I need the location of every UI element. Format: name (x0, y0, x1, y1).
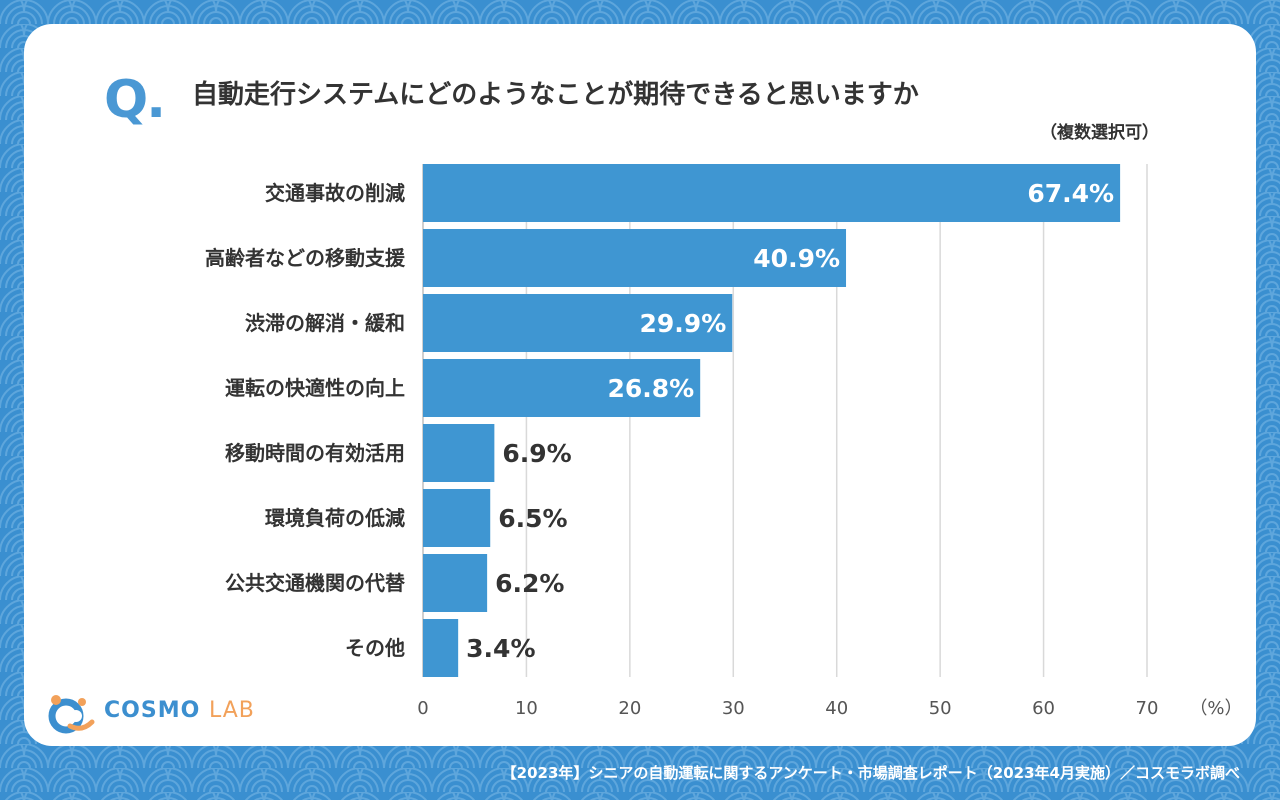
data-label: 40.9% (753, 244, 840, 273)
x-tick-label: 60 (1032, 698, 1055, 719)
bar (423, 164, 1121, 222)
data-label: 6.5% (498, 504, 567, 533)
logo-text-main: COSMO (104, 698, 201, 723)
x-tick-label: 70 (1136, 698, 1159, 719)
bar (423, 619, 459, 677)
bar (423, 229, 847, 287)
category-label: 移動時間の有効活用 (225, 441, 405, 465)
logo-wordmark: COSMO LAB (104, 698, 255, 723)
x-axis-unit-label: （%） (1189, 698, 1242, 719)
bar (423, 424, 495, 482)
data-label: 67.4% (1027, 179, 1114, 208)
x-tick-label: 30 (722, 698, 745, 719)
category-label: 交通事故の削減 (265, 181, 405, 205)
x-tick-label: 50 (929, 698, 952, 719)
bar-chart: 0 10 20 30 40 50 60 70 （%） 交通事故の削減 67.4% 高齢者などの移動支援… (205, 164, 1243, 719)
cosmo-lab-logo: COSMO LAB (46, 686, 256, 736)
data-label: 26.8% (607, 374, 694, 403)
x-tick-label: 10 (515, 698, 538, 719)
data-label: 6.2% (495, 569, 564, 598)
data-label: 29.9% (640, 309, 727, 338)
category-label: 運転の快適性の向上 (225, 376, 405, 400)
category-label: 高齢者などの移動支援 (205, 246, 406, 270)
bar (423, 359, 701, 417)
cosmo-lab-logo-icon (48, 695, 95, 734)
x-tick-label: 40 (825, 698, 848, 719)
chart-card: Q. 自動走行システムにどのようなことが期待できると思いますか （複数選択可） … (24, 24, 1256, 746)
category-label: その他 (345, 636, 405, 660)
bar (423, 489, 491, 547)
question-title: 自動走行システムにどのようなことが期待できると思いますか (192, 80, 919, 110)
source-footer: 【2023年】シニアの自動運転に関するアンケート・市場調査レポート（2023年4… (501, 764, 1240, 782)
multiple-choice-note: （複数選択可） (1040, 123, 1159, 143)
x-tick-label: 20 (618, 698, 641, 719)
category-label: 渋滞の解消・緩和 (245, 311, 405, 335)
data-label: 6.9% (502, 439, 571, 468)
question-mark: Q. (104, 70, 166, 130)
logo-text-sub: LAB (208, 698, 255, 723)
category-label: 公共交通機関の代替 (225, 571, 405, 595)
category-label: 環境負荷の低減 (265, 506, 405, 530)
bar (423, 294, 733, 352)
data-label: 3.4% (466, 634, 535, 663)
bar (423, 554, 488, 612)
x-tick-label: 0 (417, 698, 428, 719)
